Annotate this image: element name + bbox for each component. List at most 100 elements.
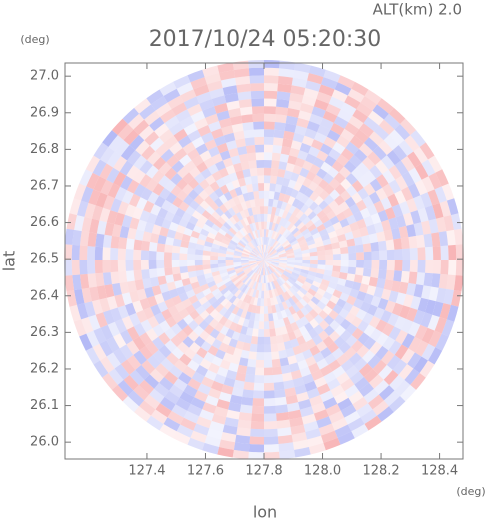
radar-cell bbox=[296, 201, 305, 211]
radar-cell bbox=[129, 369, 145, 386]
radar-cell bbox=[421, 159, 436, 177]
radar-cell bbox=[122, 396, 140, 413]
radar-cell bbox=[271, 239, 277, 247]
radar-cell bbox=[176, 178, 188, 191]
radar-cell bbox=[344, 384, 359, 398]
radar-cell bbox=[413, 222, 424, 236]
radar-cell bbox=[364, 89, 382, 105]
radar-cell bbox=[256, 274, 261, 283]
radar-cell bbox=[92, 299, 104, 315]
radar-cell bbox=[226, 230, 235, 238]
radar-cell bbox=[152, 156, 167, 171]
radar-cell bbox=[219, 306, 228, 316]
radar-cell bbox=[126, 270, 135, 282]
radar-cell bbox=[160, 357, 175, 372]
radar-cell bbox=[129, 193, 141, 207]
radar-cell bbox=[150, 276, 160, 287]
radar-cell bbox=[178, 201, 190, 212]
radar-cell bbox=[180, 272, 190, 280]
radar-cell bbox=[245, 233, 252, 242]
radar-cell bbox=[278, 349, 288, 359]
radar-cell bbox=[111, 118, 128, 136]
radar-cell bbox=[237, 316, 245, 326]
radar-cell bbox=[89, 218, 100, 234]
radar-cell bbox=[323, 291, 333, 301]
radar-cell bbox=[270, 336, 278, 345]
radar-cell bbox=[264, 258, 272, 260]
radar-cell bbox=[362, 195, 374, 208]
radar-cell bbox=[215, 207, 224, 217]
radar-cell bbox=[274, 327, 282, 336]
radar-cell bbox=[240, 309, 248, 319]
radar-cell bbox=[279, 260, 288, 262]
radar-cell bbox=[290, 321, 299, 332]
radar-cell bbox=[129, 217, 140, 230]
radar-cell bbox=[291, 285, 300, 293]
radar-cell bbox=[280, 238, 288, 245]
radar-cell bbox=[258, 329, 264, 337]
radar-cell bbox=[448, 260, 457, 276]
radar-cell bbox=[205, 305, 215, 315]
radar-cell bbox=[264, 267, 267, 276]
radar-cell bbox=[171, 102, 188, 116]
radar-cell bbox=[363, 336, 376, 350]
radar-cell bbox=[326, 300, 337, 310]
radar-cell bbox=[179, 246, 188, 254]
radar-cell bbox=[342, 207, 354, 219]
radar-cell bbox=[231, 387, 244, 397]
radar-cell bbox=[249, 75, 264, 84]
radar-cell bbox=[229, 216, 237, 225]
radar-cell bbox=[439, 303, 451, 320]
radar-cell bbox=[336, 211, 347, 222]
radar-cell bbox=[155, 143, 170, 157]
radar-cell bbox=[180, 89, 197, 103]
radar-cell bbox=[420, 192, 433, 208]
radar-cell bbox=[208, 296, 218, 305]
radar-cell bbox=[258, 260, 264, 266]
radar-cell bbox=[169, 122, 184, 136]
radar-cell bbox=[386, 249, 395, 260]
radar-cell bbox=[223, 132, 236, 143]
radar-cell bbox=[172, 196, 184, 208]
radar-cell bbox=[219, 439, 236, 450]
radar-cell bbox=[218, 249, 227, 254]
radar-cell bbox=[400, 384, 417, 402]
radar-cell bbox=[199, 358, 212, 370]
radar-cell bbox=[235, 434, 251, 444]
radar-cell bbox=[308, 247, 318, 253]
radar-cell bbox=[236, 427, 251, 437]
radar-cell bbox=[276, 91, 291, 101]
radar-cell bbox=[147, 315, 160, 329]
radar-cell bbox=[344, 196, 356, 208]
radar-cell bbox=[285, 248, 294, 253]
radar-cell bbox=[264, 260, 272, 264]
radar-cell bbox=[266, 266, 271, 275]
radar-cell bbox=[262, 267, 264, 276]
radar-cell bbox=[394, 249, 403, 260]
radar-cell bbox=[359, 226, 369, 237]
radar-cell bbox=[421, 327, 435, 344]
radar-cell bbox=[252, 289, 257, 298]
radar-cell bbox=[289, 362, 300, 373]
radar-cell bbox=[349, 203, 360, 215]
radar-cell bbox=[293, 181, 303, 192]
radar-cell bbox=[104, 222, 115, 236]
radar-cell bbox=[421, 343, 436, 361]
radar-cell bbox=[256, 260, 264, 262]
radar-cell bbox=[279, 261, 287, 264]
radar-cell bbox=[239, 273, 247, 280]
radar-cell bbox=[321, 77, 338, 90]
radar-cell bbox=[372, 145, 387, 161]
radar-cell bbox=[241, 256, 249, 259]
radar-cell bbox=[174, 279, 184, 289]
radar-cell bbox=[211, 128, 224, 140]
radar-cell bbox=[176, 190, 188, 202]
radar-cell bbox=[285, 299, 293, 308]
radar-cell bbox=[217, 295, 226, 304]
radar-cell bbox=[301, 284, 310, 292]
radar-cell bbox=[317, 255, 326, 260]
radar-cell bbox=[279, 262, 287, 266]
radar-cell bbox=[410, 373, 426, 390]
radar-cell bbox=[191, 353, 204, 365]
radar-cell bbox=[353, 236, 363, 246]
